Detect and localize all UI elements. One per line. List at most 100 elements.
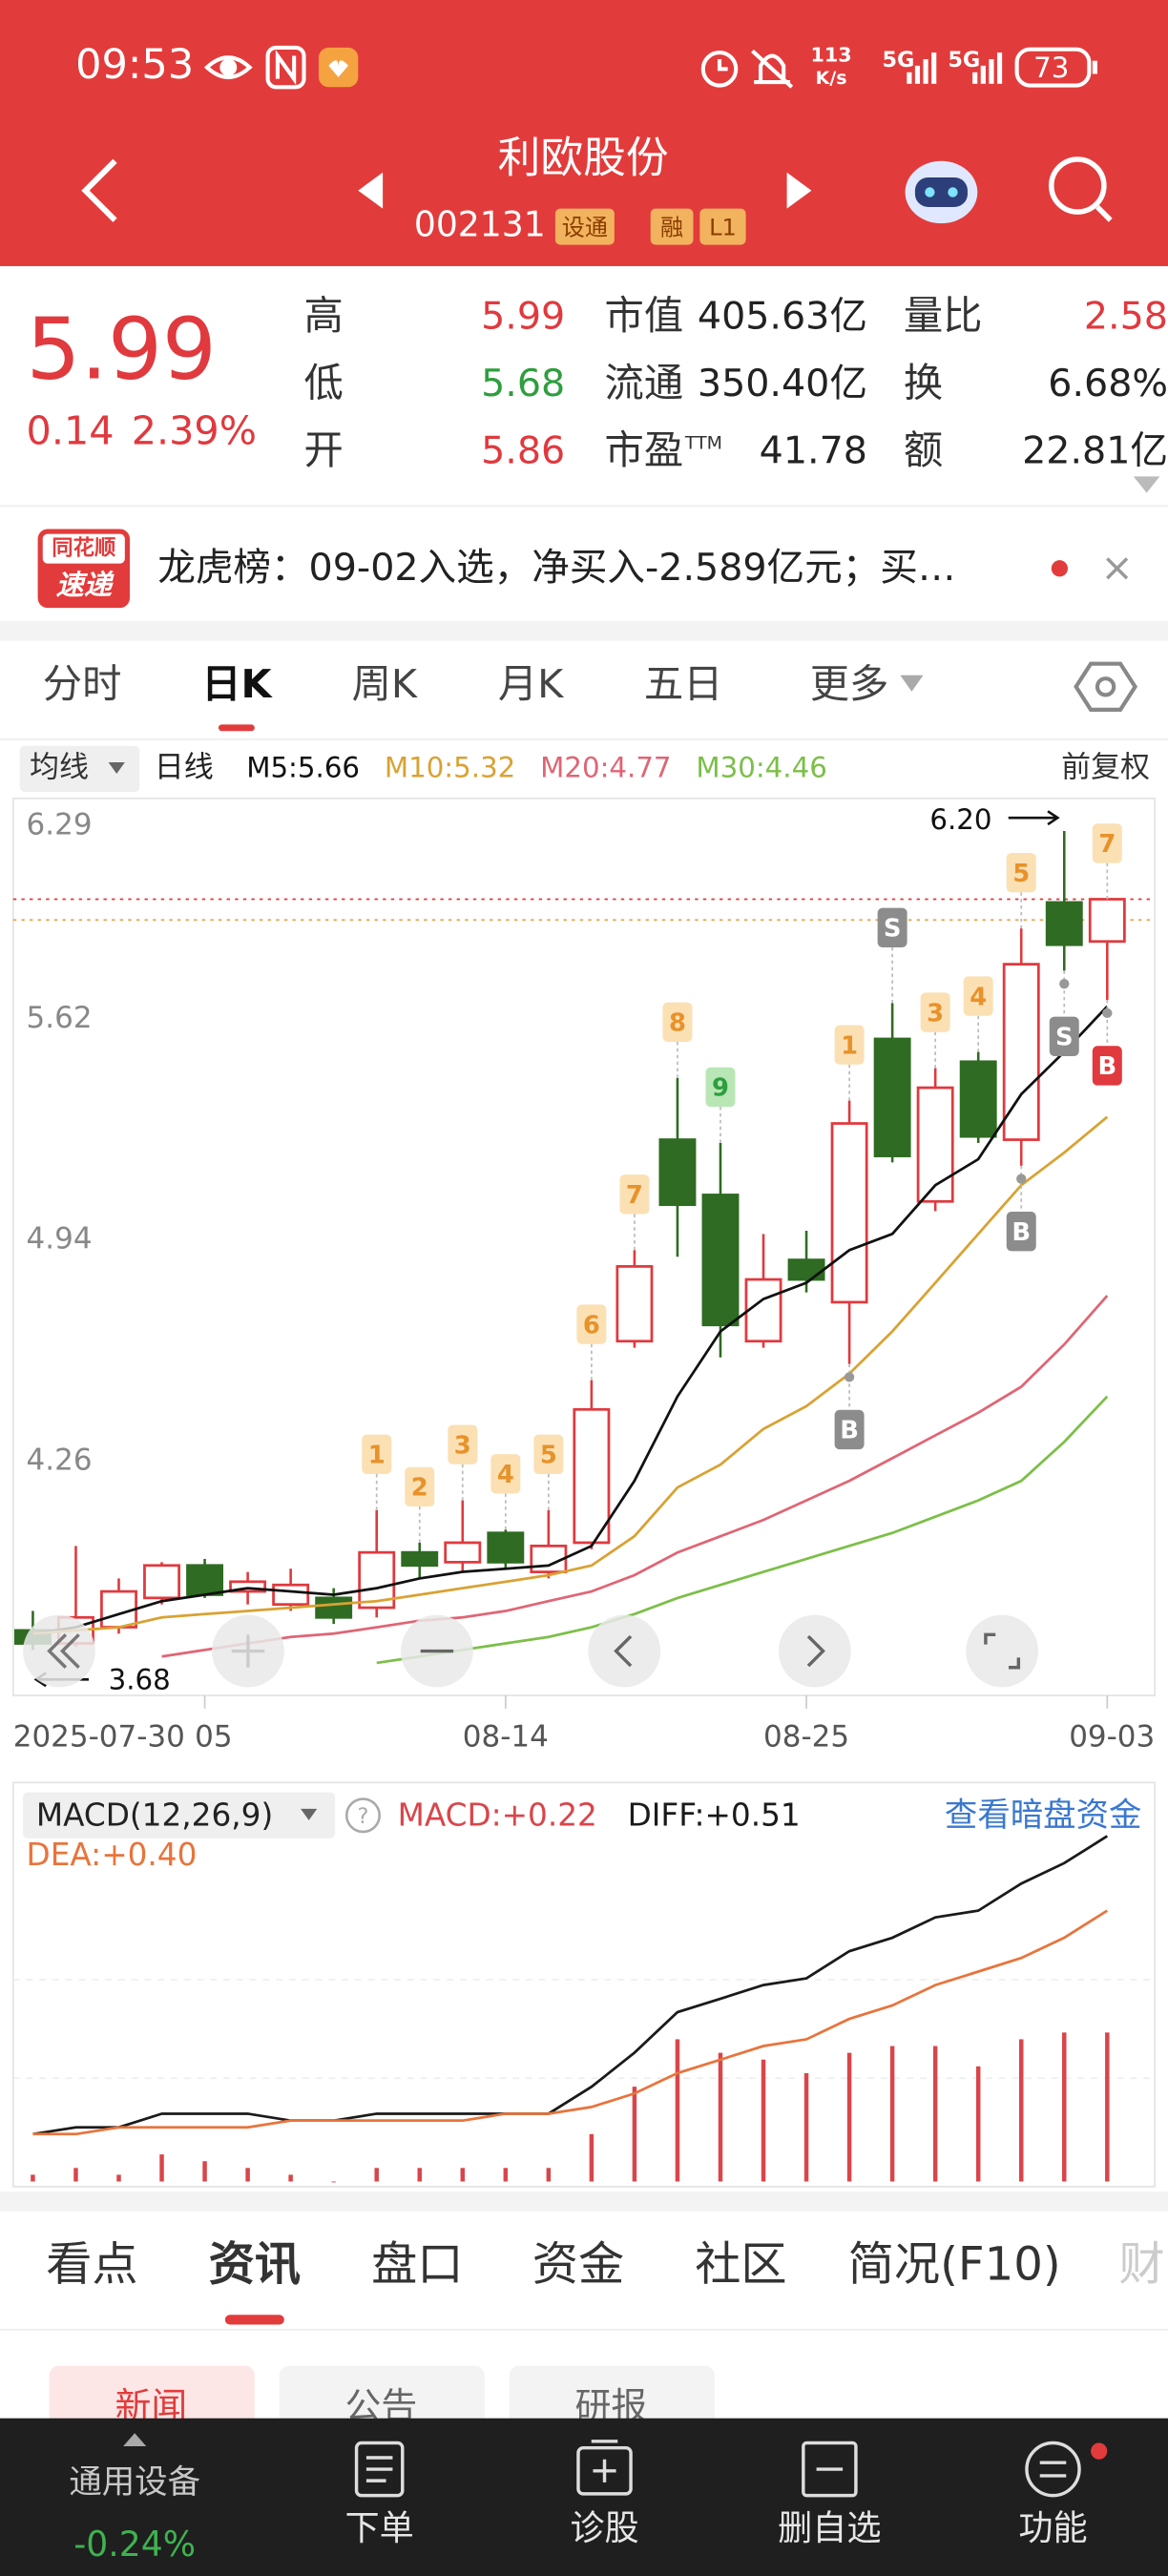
collapse-icon <box>47 1633 80 1669</box>
macd-bar <box>288 2174 293 2182</box>
ma-line <box>32 1115 1109 1635</box>
macd-bar <box>159 2154 164 2182</box>
macd-bar <box>73 2168 78 2182</box>
signal-label: 5G <box>948 48 980 73</box>
candle-body <box>444 1541 482 1564</box>
help-icon[interactable] <box>344 1797 381 1834</box>
chart-tab[interactable]: 分时 <box>43 661 122 707</box>
fullscreen-button[interactable] <box>966 1614 1038 1688</box>
nav-item[interactable]: 删自选 <box>778 2507 881 2548</box>
mode-select[interactable] <box>19 745 140 792</box>
macd-bar <box>245 2168 250 2182</box>
settings-button[interactable] <box>1074 661 1138 712</box>
stat-label: 开 <box>303 427 343 473</box>
macd-legend: DEA:+0.40 <box>27 1837 198 1873</box>
count-label-bg <box>405 1466 435 1507</box>
signal-above-bg <box>877 907 907 947</box>
chart-tab[interactable]: 月K <box>498 661 564 707</box>
next-stock[interactable] <box>786 172 812 209</box>
signal-below: B <box>1012 1218 1031 1247</box>
assistant-button[interactable] <box>905 160 978 224</box>
count-label: 5 <box>1012 860 1030 888</box>
macd-title: MACD(12,26,9) <box>36 1797 273 1833</box>
info-tab[interactable]: 资讯 <box>209 2237 301 2291</box>
count-label-bg <box>920 992 950 1032</box>
nav-item[interactable]: 下单 <box>345 2507 414 2548</box>
nav-badge <box>1091 2442 1108 2460</box>
candle-body <box>186 1564 224 1596</box>
count-complete-bg <box>705 1067 736 1108</box>
back-button[interactable] <box>81 158 117 222</box>
period-label: 日线 <box>155 750 214 784</box>
macd-bar <box>331 2181 336 2183</box>
signal-below: S <box>1055 1024 1074 1052</box>
nav-item[interactable]: 功能 <box>1018 2507 1087 2548</box>
expand-arrow[interactable] <box>1133 476 1160 493</box>
collapse-button[interactable] <box>23 1614 95 1688</box>
macd-chart: MACD:+0.22 DIFF:+0.51 DEA:+0.40 <box>27 1797 1110 2183</box>
macd-bar <box>417 2168 422 2182</box>
info-tab[interactable]: 看点 <box>46 2237 137 2291</box>
info-tab[interactable]: 盘口 <box>371 2237 463 2291</box>
macd-bar <box>116 2174 121 2182</box>
stat-value: 41.78 <box>760 429 867 473</box>
stat-label: 高 <box>303 293 343 339</box>
count-label-bg <box>1006 852 1036 893</box>
chart-tab[interactable]: 日K <box>201 661 273 707</box>
notice-text[interactable]: 龙虎榜：09-02入选，净买入-2.589亿元；买… <box>157 546 955 590</box>
count-label: 7 <box>1098 830 1116 859</box>
count-complete: 9 <box>712 1074 729 1103</box>
macd-line <box>32 1909 1109 2136</box>
macd-select[interactable] <box>23 1792 336 1839</box>
candle-body <box>573 1407 611 1545</box>
prev-stock[interactable] <box>358 172 384 209</box>
tag-bg <box>554 208 615 245</box>
ma-legend-item: M5:5.66 <box>246 751 360 783</box>
count-label: 5 <box>540 1442 557 1470</box>
search-button[interactable] <box>1049 156 1113 222</box>
sector-name[interactable]: 通用设备 <box>69 2463 200 2502</box>
nav-bar <box>0 2418 1168 2576</box>
y-tick-label: 4.94 <box>27 1222 93 1257</box>
candle-body <box>744 1278 782 1343</box>
macd-bar <box>202 2161 207 2182</box>
macd-bar <box>932 2046 938 2182</box>
signal-above: S <box>884 915 902 944</box>
macd-bar <box>31 2174 35 2182</box>
x-axis: 2025-07-30 05 08-14 08-25 09-03 <box>13 1695 1155 1754</box>
chart-frame <box>11 798 1157 1696</box>
tag: L1 <box>709 214 737 240</box>
macd-bar <box>632 2087 637 2182</box>
notice-badge-bottom: 速递 <box>56 569 115 601</box>
info-tab[interactable]: 简况(F10) <box>848 2237 1061 2291</box>
macd-bar <box>803 2072 809 2182</box>
stat-label: 额 <box>904 427 943 473</box>
macd-bar <box>846 2052 852 2182</box>
info-tab[interactable]: 社区 <box>695 2237 786 2291</box>
tag: 设通 <box>562 214 608 240</box>
close-notice[interactable] <box>1106 557 1129 580</box>
adjust-label[interactable]: 前复权 <box>1061 750 1150 784</box>
scroll-left-button[interactable] <box>588 1614 661 1688</box>
info-tab[interactable]: 财 <box>1118 2237 1164 2291</box>
count-label-bg <box>490 1454 521 1494</box>
count-label-bg <box>533 1434 564 1474</box>
nav-item[interactable]: 诊股 <box>570 2507 638 2548</box>
scroll-right-button[interactable] <box>779 1614 851 1688</box>
dark-pool-link[interactable]: 查看暗盘资金 <box>945 1797 1142 1835</box>
price: 5.99 <box>27 300 217 399</box>
y-tick-label: 4.26 <box>27 1443 93 1477</box>
candle-body <box>658 1138 697 1207</box>
signal-dot <box>1059 979 1070 989</box>
chart-tabs: 分时 日K 周K 月K 五日 更多 <box>43 661 889 732</box>
signal-below: B <box>1097 1052 1116 1081</box>
chart-tab[interactable]: 周K <box>352 661 418 707</box>
tag-bg <box>650 208 694 245</box>
chart-tab[interactable]: 更多 <box>810 661 889 707</box>
chart-tab[interactable]: 五日 <box>644 661 723 707</box>
stat-label: 流通 <box>605 361 684 406</box>
info-tab[interactable]: 资金 <box>532 2237 624 2291</box>
macd-bar <box>889 2046 895 2182</box>
